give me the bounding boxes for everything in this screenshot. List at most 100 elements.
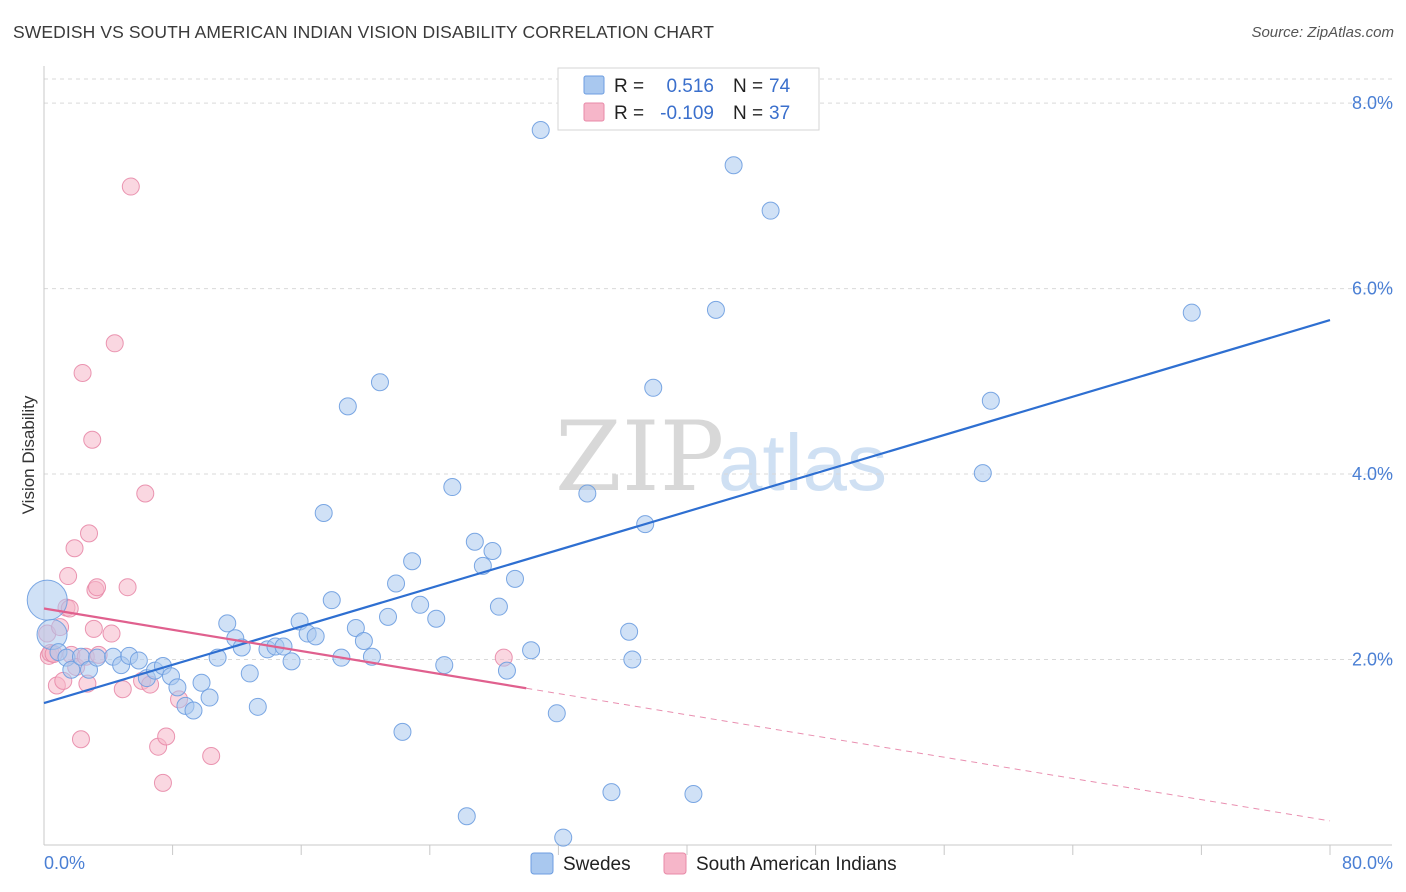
south-american-indians-point [102, 624, 121, 643]
swedes-point [497, 661, 516, 680]
swedes-point [26, 579, 68, 621]
y-axis-label: Vision Disability [19, 395, 38, 514]
swedes-point [457, 807, 476, 826]
south-american-indians-point [83, 430, 102, 449]
y-tick-labels: 2.0% 4.0% 6.0% 8.0% [1352, 93, 1393, 669]
legend-swatch-south-american-indians [663, 852, 687, 875]
swedes-point [184, 701, 203, 720]
legend-label-south-american-indians: South American Indians [696, 854, 897, 875]
source-note: Source: ZipAtlas.com [1251, 24, 1394, 41]
swedes-point [531, 120, 550, 139]
south-american-indians-point [59, 567, 78, 586]
south-american-indians-point [71, 730, 90, 749]
swedes-point [393, 722, 412, 741]
swedes-point [644, 378, 663, 397]
series-south-american-indians [38, 177, 513, 792]
legend-r-label-2: R = [614, 103, 644, 124]
south-american-indians-point [65, 539, 84, 558]
swedes-point [403, 552, 422, 571]
watermark: ZIP atlas [555, 401, 887, 513]
grid [44, 78, 1392, 661]
legend-swatch-pink [583, 102, 605, 122]
chart-title: SWEDISH VS SOUTH AMERICAN INDIAN VISION … [13, 22, 715, 42]
south-american-indians-point [84, 619, 103, 638]
legend-swatch-blue [583, 75, 605, 95]
legend-label-swedes: Swedes [563, 854, 631, 875]
swedes-point [129, 651, 148, 670]
y-tick-label-3: 8.0% [1352, 93, 1393, 113]
swedes-point [248, 697, 267, 716]
swedes-point [379, 607, 398, 626]
swedes-point [411, 595, 430, 614]
swedes-point [282, 652, 301, 671]
south-american-indians-point [73, 363, 92, 382]
swedes-point [1182, 303, 1201, 322]
south-american-indians-point [80, 524, 99, 543]
south-american-indians-trend-extension [526, 687, 1331, 822]
south-american-indians-point [113, 680, 132, 699]
swedes-point [724, 156, 743, 175]
stats-legend: R = 0.516 N = 74 R = -0.109 N = 37 [557, 67, 820, 131]
south-american-indians-point [88, 578, 107, 597]
legend-n-label-2: N = [733, 103, 763, 124]
swedes-point [435, 656, 454, 675]
swedes-point [218, 614, 237, 633]
y-tick-label-0: 2.0% [1352, 650, 1393, 670]
south-american-indians-point [136, 484, 155, 503]
swedes-point [62, 660, 81, 679]
south-american-indians-point [202, 746, 221, 765]
swedes-point [761, 201, 780, 220]
legend-n-value-2: 37 [769, 103, 790, 124]
south-american-indians-point [157, 727, 176, 746]
y-tick-label-2: 6.0% [1352, 279, 1393, 299]
south-american-indians-trend-line [43, 607, 527, 690]
swedes-point [240, 664, 259, 683]
swedes-point [354, 631, 373, 650]
swedes-point [168, 678, 187, 697]
y-tick-label-1: 4.0% [1352, 464, 1393, 484]
swedes-point [684, 784, 703, 803]
swedes-point [981, 391, 1000, 410]
swedes-point [547, 704, 566, 723]
legend-r-value-1: 0.516 [666, 76, 714, 97]
swedes-point [314, 503, 333, 522]
swedes-point [306, 627, 325, 646]
swedes-point [370, 373, 389, 392]
swedes-point [88, 648, 107, 667]
swedes-point [443, 478, 462, 497]
swedes-point [620, 622, 639, 641]
swedes-point [346, 618, 365, 637]
south-american-indians-point [153, 773, 172, 792]
south-american-indians-point [118, 578, 137, 597]
swedes-point [505, 569, 524, 588]
legend-n-label-1: N = [733, 76, 763, 97]
swedes-point [554, 828, 573, 847]
swedes-point [427, 609, 446, 628]
south-american-indians-point [121, 177, 140, 196]
trend-lines [43, 319, 1331, 822]
swedes-point [387, 574, 406, 593]
legend-r-value-2: -0.109 [660, 103, 714, 124]
axes [43, 66, 1392, 855]
x-tick-label-min: 0.0% [44, 853, 85, 873]
legend-r-label-1: R = [614, 76, 644, 97]
x-tick-label-max: 80.0% [1342, 853, 1393, 873]
legend-swatch-swedes [530, 852, 554, 875]
south-american-indians-point [105, 334, 124, 353]
series-legend: Swedes South American Indians [530, 852, 897, 875]
swedes-trend-line [43, 319, 1331, 705]
swedes-point [192, 673, 211, 692]
swedes-point [973, 464, 992, 483]
swedes-point [578, 484, 597, 503]
swedes-point [706, 300, 725, 319]
swedes-point [602, 783, 621, 802]
swedes-point [483, 542, 502, 561]
swedes-point [465, 532, 484, 551]
swedes-point [522, 641, 541, 660]
swedes-point [338, 397, 357, 416]
watermark-atlas: atlas [718, 418, 887, 507]
swedes-point [200, 688, 219, 707]
swedes-point [489, 597, 508, 616]
swedes-point [623, 650, 642, 669]
